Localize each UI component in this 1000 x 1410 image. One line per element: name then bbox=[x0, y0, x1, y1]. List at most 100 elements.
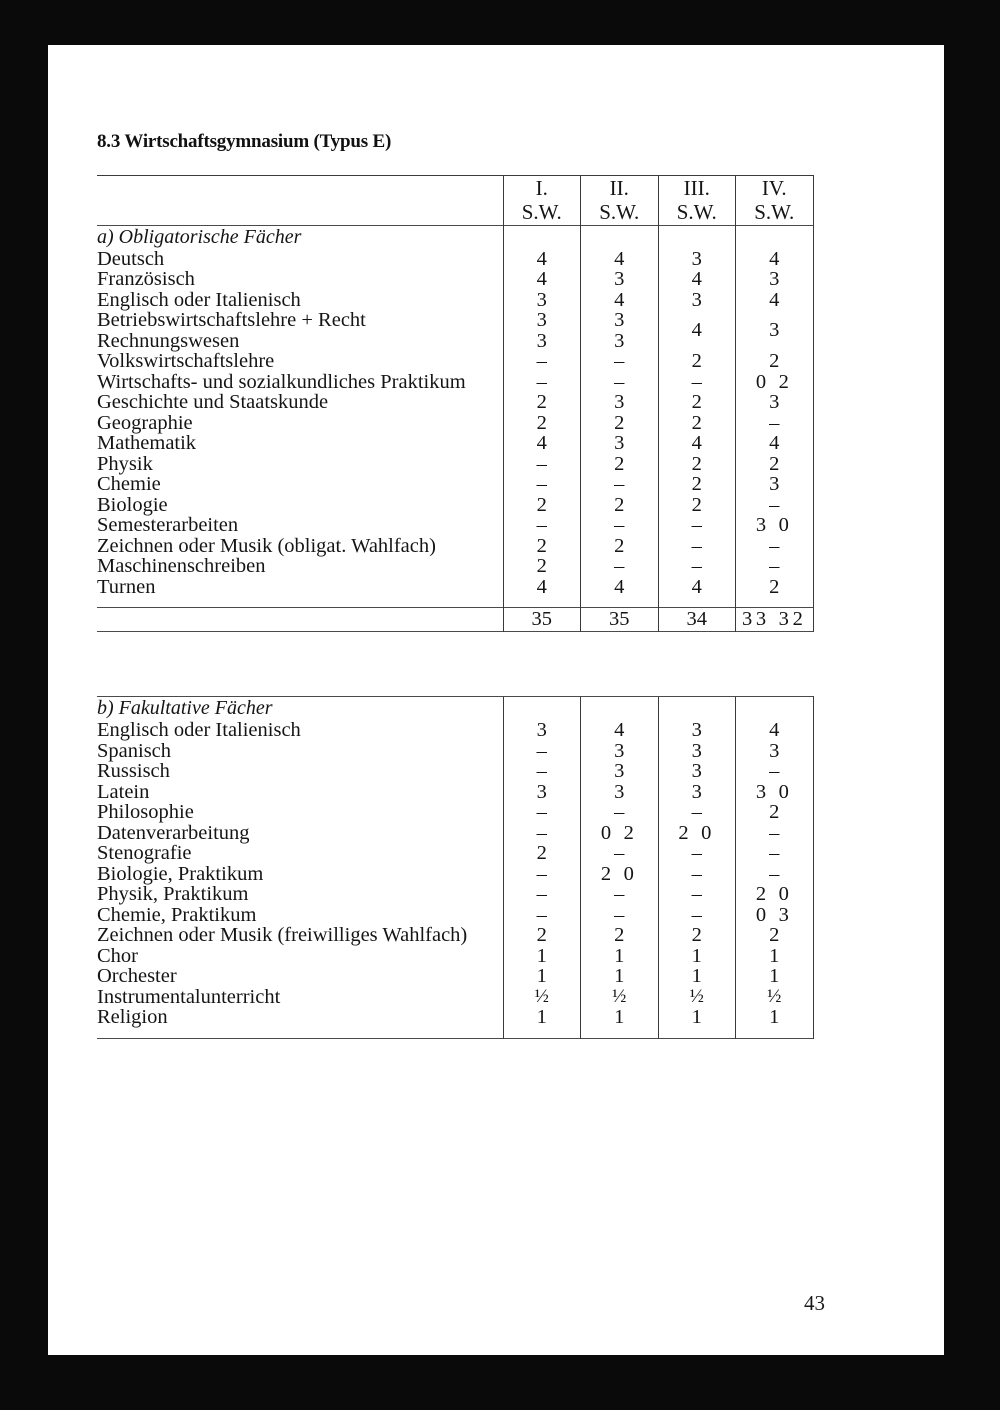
table-row: Deutsch 4 4 3 4 bbox=[97, 247, 814, 270]
value-sem-3: – bbox=[657, 515, 736, 536]
page-content: 8.3 Wirtschaftsgymnasium (Typus E) I. S.W… bbox=[97, 131, 867, 1315]
value-sem-3: – bbox=[657, 556, 736, 577]
value-sem-3: – bbox=[657, 864, 736, 885]
value-sem-4: 2 bbox=[735, 925, 814, 946]
document-page: 8.3 Wirtschaftsgymnasium (Typus E) I. S.W… bbox=[48, 45, 944, 1355]
value-sem-1: 2 bbox=[502, 925, 581, 946]
value-sem-2: 3 bbox=[580, 392, 658, 413]
table-b-bottom-rule bbox=[97, 1037, 813, 1039]
totals-label-blank bbox=[97, 607, 503, 632]
value-sem-3: – bbox=[657, 905, 736, 926]
value-sem-2: – bbox=[580, 884, 658, 905]
value-sem-2: – bbox=[580, 351, 658, 372]
value-sem-3: 4 bbox=[657, 577, 736, 598]
close-label bbox=[97, 631, 503, 633]
subject-label: Religion bbox=[97, 1006, 168, 1029]
subject-label: Rechnungswesen bbox=[97, 329, 240, 352]
table-row: Geographie 2 2 2– bbox=[97, 413, 814, 434]
subject-label: Französisch bbox=[97, 268, 195, 291]
value-sem-3: 2 bbox=[657, 392, 736, 413]
value-sem-4: – bbox=[735, 864, 814, 885]
value-sem-3: 3 bbox=[657, 761, 736, 782]
subject-label: Stenografie bbox=[97, 842, 192, 865]
value-sem-4: 3 bbox=[735, 474, 814, 495]
column-header-unit: S.W. bbox=[599, 200, 640, 225]
subject-label: Englisch oder Italienisch bbox=[97, 288, 301, 311]
column-header-roman: I. bbox=[535, 176, 548, 200]
subject-label: Deutsch bbox=[97, 247, 165, 270]
value-sem-2: 4 bbox=[580, 290, 658, 311]
value-sem-3: – bbox=[657, 372, 736, 393]
subject-label: Chemie, Praktikum bbox=[97, 903, 257, 926]
value-sem-4: 0 3 bbox=[735, 905, 814, 926]
table-row: Chor 1 1 1 1 bbox=[97, 946, 814, 967]
column-header-unit: S.W. bbox=[754, 200, 795, 225]
table-row: Russisch –3 3– bbox=[97, 761, 814, 782]
group-heading-row: b) Fakultative Fächer bbox=[97, 697, 814, 721]
value-sem-4: 3 bbox=[735, 741, 814, 762]
spacer-cell bbox=[735, 597, 814, 608]
value-sem-2: 4 bbox=[580, 720, 658, 741]
table-b-bottom-spacer bbox=[97, 1027, 814, 1039]
subject-label: Instrumentalunterricht bbox=[97, 985, 281, 1008]
close-cell bbox=[580, 1037, 658, 1039]
column-header-1: I. S.W. bbox=[502, 175, 581, 226]
value-sem-2: 3 bbox=[580, 433, 658, 454]
elective-subjects-table: b) Fakultative Fächer Englisch oder Itali… bbox=[97, 696, 814, 1039]
value-sem-3: 4 bbox=[657, 269, 736, 290]
value-sem-2: ½ bbox=[580, 986, 658, 1008]
table-row: Stenografie 2– – – bbox=[97, 842, 814, 865]
subject-label: Datenverarbeitung bbox=[97, 821, 250, 844]
value-sem-2: 2 bbox=[580, 925, 658, 946]
value-sem-3: – bbox=[657, 536, 736, 557]
subject-label: Biologie, Praktikum bbox=[97, 862, 264, 885]
value-sem-3: 2 bbox=[657, 495, 736, 516]
spacer-cell bbox=[580, 597, 658, 608]
table-row: Wirtschafts- und sozialkundliches Prakti… bbox=[97, 372, 814, 393]
subject-label: Volkswirtschaftslehre bbox=[97, 350, 275, 373]
group-heading-spacer bbox=[502, 225, 581, 249]
value-sem-1: 2 bbox=[502, 392, 581, 413]
value-sem-4: – bbox=[735, 761, 814, 782]
value-sem-1: – bbox=[502, 741, 581, 762]
value-sem-3: 3 bbox=[657, 290, 736, 311]
value-sem-4: 0 2 bbox=[735, 372, 814, 393]
table-row: Volkswirtschaftslehre – –2 2 bbox=[97, 350, 814, 373]
value-sem-1: – bbox=[502, 454, 581, 475]
group-heading-spacer bbox=[580, 225, 658, 249]
value-sem-4: 2 bbox=[735, 577, 814, 598]
table-row: Orchester 1 1 1 1 bbox=[97, 966, 814, 987]
value-sem-2: – bbox=[580, 802, 658, 823]
subject-label: Zeichnen oder Musik (freiwilliges Wahlfa… bbox=[97, 924, 468, 947]
value-sem-3: 2 bbox=[657, 351, 736, 372]
subject-label: Spanisch bbox=[97, 739, 172, 762]
value-sem-3: – bbox=[657, 802, 736, 823]
column-header-unit: S.W. bbox=[676, 200, 717, 225]
subject-label: Zeichnen oder Musik (obligat. Wahlfach) bbox=[97, 534, 436, 557]
value-sem-4: – bbox=[735, 843, 814, 864]
value-sem-1: 4 bbox=[502, 577, 581, 598]
value-sem-4: – bbox=[735, 823, 814, 844]
value-sem-3: 1 bbox=[657, 1007, 736, 1028]
rule-cell bbox=[657, 224, 736, 226]
value-sem-1: ½ bbox=[502, 986, 581, 1008]
table-row: Maschinenschreiben 2– – – bbox=[97, 556, 814, 577]
spacer-label bbox=[97, 1028, 503, 1039]
total-sem-2: 35 bbox=[580, 607, 658, 632]
page-number: 43 bbox=[804, 1291, 825, 1315]
group-heading-spacer bbox=[580, 697, 658, 721]
value-sem-1: 4 bbox=[502, 269, 581, 290]
totals-row: 35 35 34 33 32 bbox=[97, 607, 814, 632]
value-sem-3: – bbox=[657, 843, 736, 864]
value-sem-2: 0 2 bbox=[580, 823, 658, 844]
value-sem-1: – bbox=[502, 515, 581, 536]
value-sem-1: 2 bbox=[502, 843, 581, 864]
page-title: 8.3 Wirtschaftsgymnasium (Typus E) bbox=[97, 131, 392, 152]
value-sem-1: 3 bbox=[502, 782, 581, 803]
close-cell bbox=[503, 1037, 581, 1039]
table-row: Betriebswirtschaftslehre + Recht 3 3 4 3 bbox=[97, 310, 814, 352]
value-sem-2: 4 bbox=[580, 577, 658, 598]
value-sem-2: 3 bbox=[580, 310, 658, 331]
value-sem-2: 1 bbox=[580, 1007, 658, 1028]
